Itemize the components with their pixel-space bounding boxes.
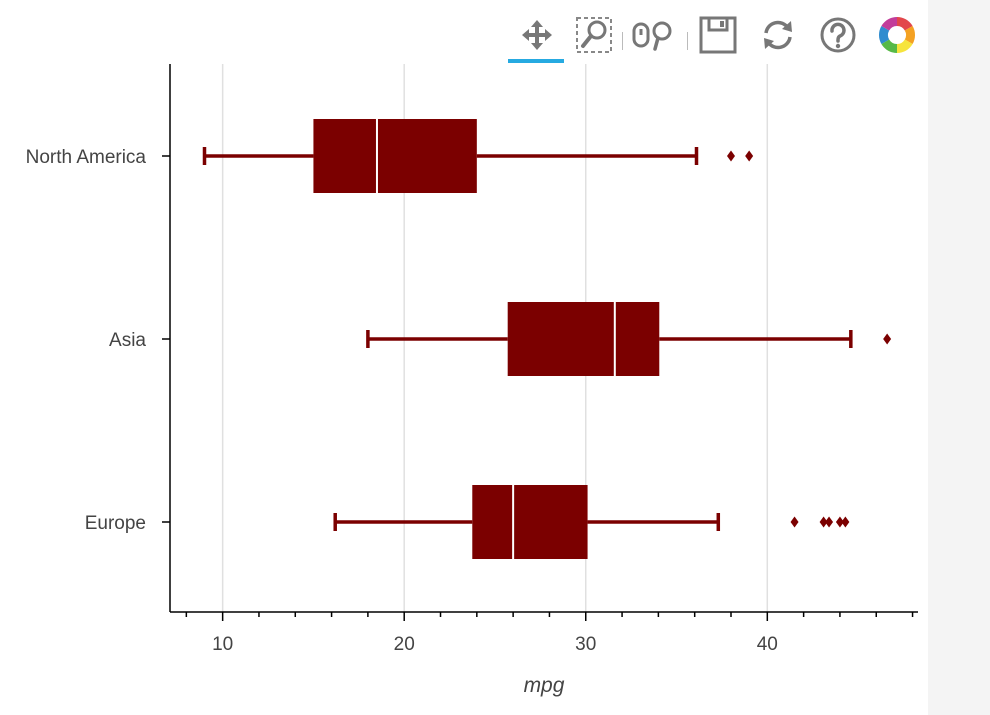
help-tool-button[interactable] xyxy=(817,10,859,60)
outlier-point xyxy=(825,516,834,528)
outlier-point xyxy=(790,516,799,528)
help-icon xyxy=(819,16,857,54)
box-plot[interactable]: North America Asia Europe 10 20 30 40 mpg xyxy=(0,0,928,715)
box-zoom-tool-button[interactable] xyxy=(573,10,615,60)
box-upper-half xyxy=(376,119,477,193)
outlier-point xyxy=(727,150,735,162)
pan-tool-button[interactable] xyxy=(513,10,561,60)
x-tick-label: 20 xyxy=(394,634,415,655)
axes: North America Asia Europe 10 20 30 40 xyxy=(26,64,918,655)
plot-canvas[interactable]: North America Asia Europe 10 20 30 40 mpg xyxy=(0,0,928,715)
wheel-zoom-icon xyxy=(631,18,677,52)
outlier-point xyxy=(883,333,892,345)
box-marks xyxy=(202,119,892,559)
wheel-zoom-tool-button[interactable] xyxy=(629,10,679,60)
outlier-point xyxy=(819,516,828,528)
toolbar-separator xyxy=(687,32,688,50)
box-lower-half xyxy=(313,119,377,193)
y-tick-label: Europe xyxy=(85,513,146,534)
x-tick-label: 30 xyxy=(575,634,596,655)
box-upper-half xyxy=(513,485,588,559)
x-tick-label: 10 xyxy=(212,634,233,655)
outlier-point xyxy=(841,516,850,528)
bokeh-logo-link[interactable] xyxy=(875,10,919,60)
save-tool-button[interactable] xyxy=(697,10,739,60)
outlier-point xyxy=(745,150,754,162)
toolbar-separator xyxy=(622,32,623,50)
outlier-point xyxy=(835,516,844,528)
pan-icon xyxy=(520,18,554,52)
chart-toolbar xyxy=(505,10,925,64)
reset-tool-button[interactable] xyxy=(757,10,799,60)
box-lower-half xyxy=(507,302,615,376)
bokeh-logo xyxy=(877,15,917,55)
x-tick-label: 40 xyxy=(757,634,778,655)
y-tick-label: Asia xyxy=(109,330,146,351)
y-tick-label: North America xyxy=(26,147,147,168)
x-axis-label: mpg xyxy=(524,674,565,697)
box-lower-half xyxy=(472,485,514,559)
reset-icon xyxy=(760,17,796,53)
active-tool-indicator xyxy=(508,59,564,63)
save-icon xyxy=(699,16,737,54)
box-upper-half xyxy=(614,302,660,376)
box-zoom-icon xyxy=(575,16,613,54)
